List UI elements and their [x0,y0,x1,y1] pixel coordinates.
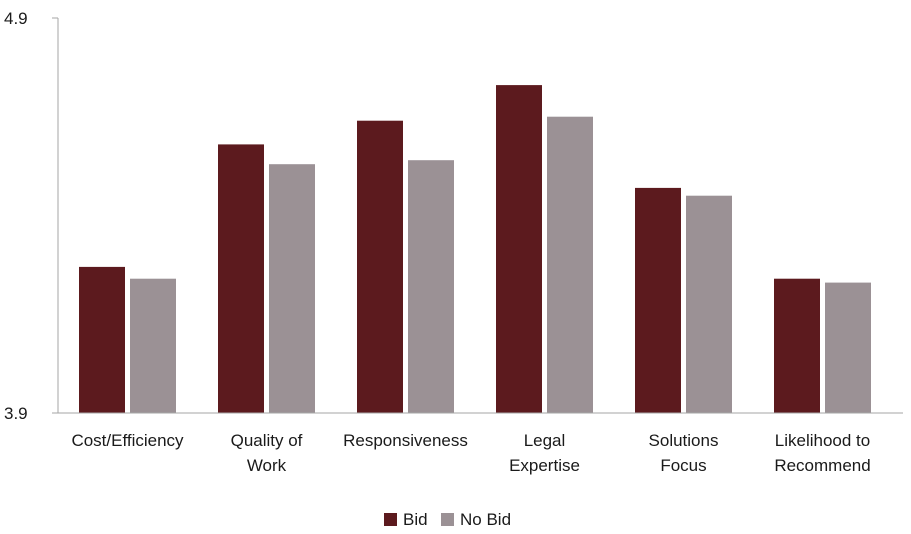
bar-bid-0 [79,266,125,413]
y-tick-label-top: 4.9 [4,9,28,28]
bar-bid-3 [496,85,542,413]
category-labels: Cost/Efficiency Quality of Work Responsiven… [71,431,870,475]
bar-no-bid-1 [269,164,315,413]
bar-no-bid-3 [547,116,593,413]
legend-swatch-bid [384,513,397,526]
bar-no-bid-0 [130,278,176,413]
category-label-3: Legal Expertise [509,431,580,475]
bar-bid-1 [218,144,264,413]
category-label-4: Solutions Focus [649,431,719,475]
bar-no-bid-2 [408,160,454,413]
bar-no-bid-5 [825,282,871,413]
legend: Bid No Bid [384,510,511,529]
category-label-0: Cost/Efficiency [71,431,184,450]
category-label-5: Likelihood to Recommend [774,431,870,475]
legend-label-no-bid: No Bid [460,510,511,529]
legend-label-bid: Bid [403,510,428,529]
legend-swatch-no-bid [441,513,454,526]
bar-bid-4 [635,187,681,413]
y-tick-label-bottom: 3.9 [4,404,28,423]
plot-area [79,85,871,413]
bar-bid-2 [357,120,403,413]
category-label-1: Quality of Work [231,431,303,475]
bar-no-bid-4 [686,195,732,413]
category-label-2: Responsiveness [343,431,468,450]
bar-bid-5 [774,278,820,413]
